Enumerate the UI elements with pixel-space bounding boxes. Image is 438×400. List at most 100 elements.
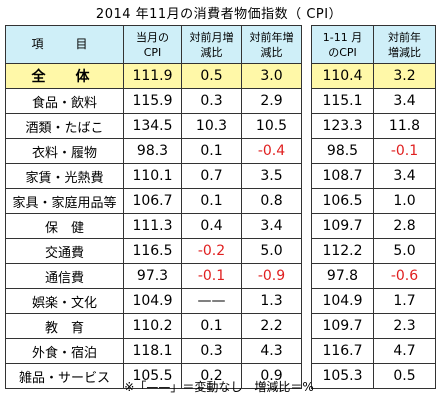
cell-ytd-cpi: 108.7 <box>311 163 374 189</box>
header-cpi-line1: 当月の <box>136 30 169 44</box>
table-row: 通信費 97.3 -0.1 -0.9 <box>5 263 302 289</box>
table-row: 108.7 3.4 <box>311 163 436 189</box>
cell-cpi: 97.3 <box>123 263 182 289</box>
table-row: 衣料・履物 98.3 0.1 -0.4 <box>5 138 302 164</box>
table-row: 123.3 11.8 <box>311 113 436 139</box>
header-yoy: 対前年増 減比 <box>241 25 302 64</box>
cell-ytd-yoy: 3.4 <box>373 163 436 189</box>
table-row: 112.2 5.0 <box>311 238 436 264</box>
cell-mom: 0.1 <box>181 313 242 339</box>
table-row: 116.7 4.7 <box>311 338 436 364</box>
row-label: 食品・飲料 <box>5 88 124 114</box>
header-yoy-line2: 減比 <box>260 45 283 59</box>
cell-mom: 0.4 <box>181 213 242 239</box>
row-label: 家具・家庭用品等 <box>5 188 124 214</box>
cell-ytd-yoy: -0.1 <box>373 138 436 164</box>
row-label: 雑品・サービス <box>5 363 124 389</box>
cell-yoy: 3.4 <box>241 213 302 239</box>
cell-mom: —— <box>181 288 242 314</box>
cell-ytd-yoy: 3.2 <box>373 63 436 89</box>
cell-mom: 10.3 <box>181 113 242 139</box>
header-row: 1-11 月 のCPI 対前年 増減比 <box>311 25 436 64</box>
header-mom-line2: 減比 <box>200 45 223 59</box>
cell-cpi: 104.9 <box>123 288 182 314</box>
table-row: 97.8 -0.6 <box>311 263 436 289</box>
cell-cpi: 111.3 <box>123 213 182 239</box>
header-cpi-line2: CPI <box>143 45 162 59</box>
row-label: 通信費 <box>5 263 124 289</box>
cell-ytd-cpi: 112.2 <box>311 238 374 264</box>
header-row: 項 目 当月の CPI 対前月増 減比 対前年増 減比 <box>5 25 302 64</box>
cell-ytd-cpi: 115.1 <box>311 88 374 114</box>
page-title: 2014 年11月の消費者物価指数（ CPI） <box>95 7 343 22</box>
cell-mom: -0.2 <box>181 238 242 264</box>
cell-ytd-yoy: 1.7 <box>373 288 436 314</box>
row-label: 教 育 <box>5 313 124 339</box>
cpi-ytd-table: 1-11 月 のCPI 対前年 増減比 110.4 3.2 115.1 3.4 123.… <box>311 25 436 389</box>
table-row: 104.9 1.7 <box>311 288 436 314</box>
table-row: 家具・家庭用品等 106.7 0.1 0.8 <box>5 188 302 214</box>
cell-ytd-cpi: 123.3 <box>311 113 374 139</box>
table-row: 全 体 111.9 0.5 3.0 <box>5 63 302 89</box>
header-ytd-cpi: 1-11 月 のCPI <box>311 25 374 64</box>
cell-cpi: 134.5 <box>123 113 182 139</box>
cell-ytd-yoy: -0.6 <box>373 263 436 289</box>
cell-ytd-cpi: 97.8 <box>311 263 374 289</box>
cell-cpi: 110.2 <box>123 313 182 339</box>
cell-yoy: 0.8 <box>241 188 302 214</box>
cell-ytd-cpi: 109.7 <box>311 213 374 239</box>
cell-yoy: 3.0 <box>241 63 302 89</box>
table-row: 110.4 3.2 <box>311 63 436 89</box>
table-row: 家賃・光熱費 110.1 0.7 3.5 <box>5 163 302 189</box>
header-ytd-yoy: 対前年 増減比 <box>373 25 436 64</box>
cell-ytd-yoy: 2.3 <box>373 313 436 339</box>
cell-mom: 0.7 <box>181 163 242 189</box>
cell-cpi: 105.5 <box>123 363 182 389</box>
cell-ytd-yoy: 11.8 <box>373 113 436 139</box>
table-row: 105.3 0.5 <box>311 363 436 389</box>
table-row: 保 健 111.3 0.4 3.4 <box>5 213 302 239</box>
header-ytd-cpi-line1: 1-11 月 <box>322 30 363 44</box>
table-row: 娯楽・文化 104.9 —— 1.3 <box>5 288 302 314</box>
cell-cpi: 116.5 <box>123 238 182 264</box>
cpi-main-table: 項 目 当月の CPI 対前月増 減比 対前年増 減比 全 体 111.9 0.5 3… <box>5 25 302 389</box>
header-ytd-yoy-line1: 対前年 <box>388 30 421 44</box>
cell-yoy: 2.2 <box>241 313 302 339</box>
cell-ytd-cpi: 98.5 <box>311 138 374 164</box>
cell-cpi: 118.1 <box>123 338 182 364</box>
header-item: 項 目 <box>5 25 124 64</box>
cell-yoy: -0.4 <box>241 138 302 164</box>
row-label: 交通費 <box>5 238 124 264</box>
cell-mom: -0.1 <box>181 263 242 289</box>
table-row: 雑品・サービス 105.5 0.2 0.9 <box>5 363 302 389</box>
row-label: 全 体 <box>5 63 124 89</box>
table-row: 食品・飲料 115.9 0.3 2.9 <box>5 88 302 114</box>
header-ytd-cpi-line2: のCPI <box>328 45 357 59</box>
row-label: 衣料・履物 <box>5 138 124 164</box>
cell-cpi: 110.1 <box>123 163 182 189</box>
cell-ytd-cpi: 109.7 <box>311 313 374 339</box>
header-cpi: 当月の CPI <box>123 25 182 64</box>
cell-yoy: 10.5 <box>241 113 302 139</box>
header-mom: 対前月増 減比 <box>181 25 242 64</box>
cell-ytd-cpi: 116.7 <box>311 338 374 364</box>
cell-yoy: -0.9 <box>241 263 302 289</box>
row-label: 外食・宿泊 <box>5 338 124 364</box>
cell-mom: 0.3 <box>181 88 242 114</box>
table-row: 外食・宿泊 118.1 0.3 4.3 <box>5 338 302 364</box>
cell-ytd-cpi: 110.4 <box>311 63 374 89</box>
table-row: 106.5 1.0 <box>311 188 436 214</box>
table-row: 交通費 116.5 -0.2 5.0 <box>5 238 302 264</box>
cell-yoy: 0.9 <box>241 363 302 389</box>
row-label: 家賃・光熱費 <box>5 163 124 189</box>
cell-yoy: 4.3 <box>241 338 302 364</box>
table-row: 酒類・たばこ 134.5 10.3 10.5 <box>5 113 302 139</box>
row-label: 酒類・たばこ <box>5 113 124 139</box>
cell-ytd-yoy: 5.0 <box>373 238 436 264</box>
cell-ytd-yoy: 1.0 <box>373 188 436 214</box>
cell-ytd-cpi: 104.9 <box>311 288 374 314</box>
cell-cpi: 111.9 <box>123 63 182 89</box>
cell-yoy: 3.5 <box>241 163 302 189</box>
cell-mom: 0.3 <box>181 338 242 364</box>
row-label: 保 健 <box>5 213 124 239</box>
